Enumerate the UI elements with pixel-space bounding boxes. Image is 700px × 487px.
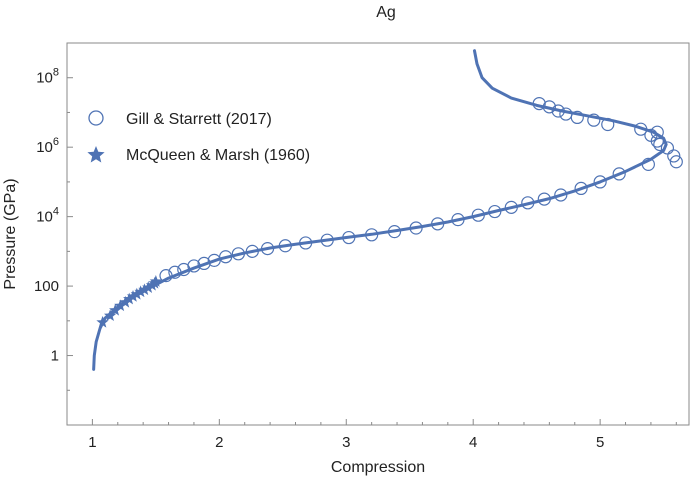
gill-starrett-point — [387, 225, 402, 239]
x-tick-label: 2 — [215, 434, 223, 451]
gill-starrett-point — [559, 107, 573, 121]
y-tick-base: 10 — [36, 139, 53, 156]
mcqueen-marsh-point — [96, 315, 109, 328]
gill-starrett-point — [634, 122, 648, 136]
gill-starrett-point — [431, 217, 445, 231]
gill-starrett-point — [667, 149, 681, 163]
gill-starrett-point — [245, 244, 259, 258]
gill-starrett-point — [660, 141, 675, 155]
gill-starrett-point — [669, 155, 683, 169]
gill-starrett-point — [159, 269, 173, 283]
chart-title: Ag — [376, 4, 396, 21]
y-tick-base: 10 — [36, 70, 53, 87]
mcqueen-marsh-point — [130, 287, 143, 300]
gill-starrett-point — [521, 196, 535, 210]
gill-starrett-point — [587, 113, 601, 127]
gill-starrett-point — [574, 181, 588, 196]
mcqueen-marsh-point — [126, 290, 140, 302]
legend-label-mcqueen-marsh: McQueen & Marsh (1960) — [126, 147, 310, 164]
gill-starrett-point — [612, 167, 626, 181]
gill-starrett-point — [231, 247, 245, 261]
gill-starrett-point — [532, 96, 546, 111]
y-tick-exponent: 4 — [53, 206, 59, 218]
gill-starrett-point — [320, 233, 334, 247]
mcqueen-marsh-point — [149, 275, 163, 287]
gill-starrett-point — [554, 188, 568, 202]
gill-starrett-point — [365, 228, 379, 242]
gill-starrett-point — [488, 204, 502, 219]
gill-starrett-point — [542, 100, 556, 114]
x-tick-label: 5 — [596, 434, 604, 451]
x-tick-label: 4 — [469, 434, 477, 451]
mcqueen-marsh-point — [103, 309, 117, 321]
gill-starrett-point — [653, 137, 667, 152]
mcqueen-marsh-point — [134, 285, 147, 298]
y-tick-base: 10 — [36, 209, 53, 226]
gill-starrett-point — [641, 157, 655, 171]
gill-starrett-point — [342, 230, 356, 245]
y-tick-exponent: 6 — [53, 136, 59, 148]
mcqueen-marsh-point — [123, 292, 136, 305]
plot-frame — [66, 42, 690, 426]
x-axis-ticks: 1 2 3 4 5 — [66, 419, 677, 451]
fit-curve-line — [92, 49, 668, 371]
y-tick-label: 104 — [36, 206, 59, 226]
legend: Gill & Starrett (2017) McQueen & Marsh (… — [87, 110, 310, 164]
gill-starrett-point — [504, 200, 518, 214]
y-tick-label: 100 — [34, 278, 59, 295]
legend-star-marker — [87, 146, 105, 163]
legend-circle-marker — [88, 110, 104, 126]
y-tick-exponent: 8 — [53, 67, 59, 79]
y-axis-title: Pressure (GPa) — [2, 178, 19, 289]
mcqueen-marsh-point — [138, 283, 151, 296]
gill-starrett-point — [551, 104, 565, 118]
y-tick-label: 106 — [36, 136, 59, 156]
gill-starrett-point — [168, 265, 182, 279]
gill-starrett-point — [601, 117, 615, 132]
mcqueen-marsh-point — [119, 295, 132, 308]
gill-starrett-point — [650, 125, 664, 139]
mcqueen-marsh-point — [114, 299, 127, 312]
mcqueen-marsh-point — [109, 303, 122, 316]
y-tick-label: 1 — [51, 348, 59, 365]
y-tick-label: 108 — [36, 67, 59, 87]
mcqueen-marsh-point — [142, 281, 155, 293]
x-axis-title: Compression — [331, 459, 425, 476]
gill-starrett-point — [409, 221, 423, 235]
legend-label-gill-starrett: Gill & Starrett (2017) — [126, 111, 272, 128]
gill-starrett-point — [299, 236, 313, 250]
x-tick-label: 3 — [342, 434, 350, 451]
gill-starrett-point — [537, 192, 551, 206]
gill-starrett-point — [278, 239, 292, 253]
gill-starrett-point — [451, 213, 465, 227]
gill-starrett-point — [644, 128, 658, 142]
gill-starrett-point — [593, 175, 607, 189]
x-tick-label: 1 — [88, 434, 96, 451]
series-layer — [92, 49, 683, 371]
gill-starrett-point — [260, 242, 275, 256]
gill-starrett-point — [197, 256, 211, 271]
gill-starrett-point — [219, 250, 233, 264]
gill-starrett-point — [471, 208, 485, 222]
plot-area — [66, 42, 690, 426]
gill-starrett-point — [187, 259, 201, 273]
